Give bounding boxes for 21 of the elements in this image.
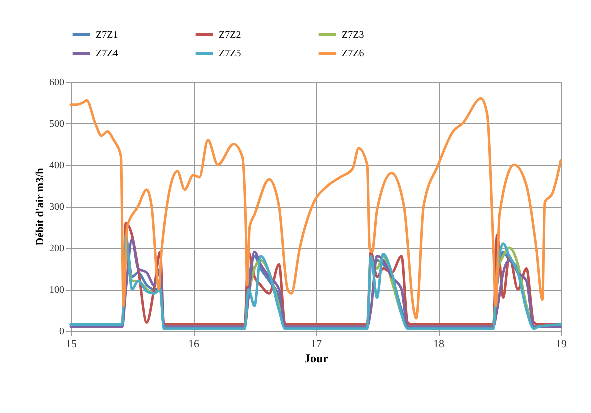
y-tick-label: 300 [50,202,64,213]
x-tick-label: 19 [556,338,568,350]
legend-label: Z7Z4 [96,48,118,60]
legend-label: Z7Z1 [96,30,118,41]
y-tick-label: 100 [50,285,64,296]
y-tick-label: 400 [50,160,64,172]
legend-label: Z7Z2 [219,30,242,41]
y-tick-label: 200 [50,244,64,254]
x-tick-label: 15 [66,338,78,350]
y-tick-label: 500 [50,119,64,130]
x-tick-label: 18 [434,338,445,350]
legend-label: Z7Z6 [342,48,364,60]
x-tick-label: 17 [311,338,322,350]
x-tick-label: 16 [188,338,200,350]
y-axis-title: Débit d'air m3/h [34,168,46,246]
y-tick-label: 600 [50,78,64,88]
x-axis-title: Jour [304,352,330,366]
legend-label: Z7Z5 [219,48,242,60]
line-series [70,97,562,320]
y-tick-label: 0 [60,326,64,338]
legend-label: Z7Z3 [342,30,364,41]
